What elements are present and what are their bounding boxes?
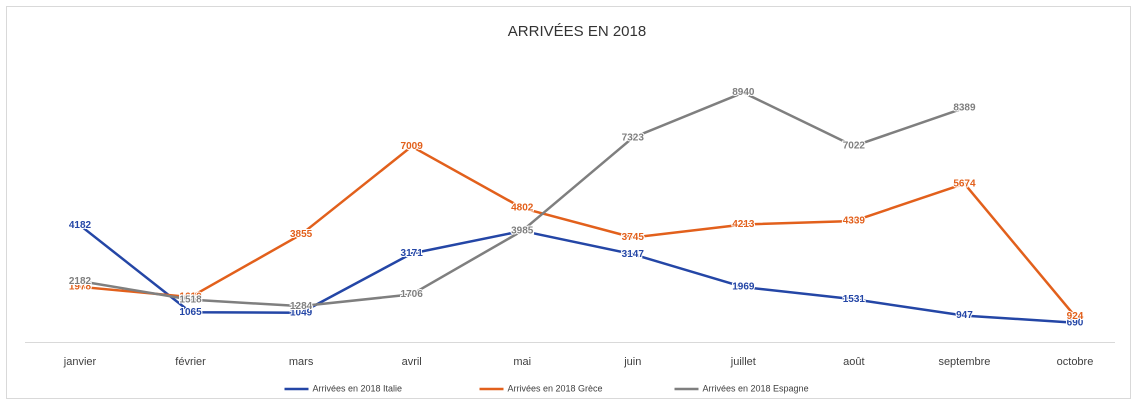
data-label: 1065 [179,307,202,318]
legend-label: Arrivées en 2018 Italie [313,383,403,393]
legend-label: Arrivées en 2018 Grèce [508,383,603,393]
x-tick-label: janvier [63,356,97,368]
chart-frame [6,6,1131,399]
data-label: 3855 [290,229,313,240]
data-label: 3985 [511,225,534,236]
data-label: 1284 [290,301,313,312]
x-tick-label: mai [513,356,531,368]
data-label: 924 [1067,311,1084,322]
data-label: 4213 [732,219,755,230]
series-line [79,145,1076,318]
data-label: 7323 [622,132,645,143]
data-label: 7009 [401,141,424,152]
data-label: 3745 [622,232,645,243]
data-label: 3171 [401,248,424,259]
series-line [79,91,965,308]
data-label: 1706 [401,289,424,300]
data-label: 1518 [179,294,202,305]
data-label: 1978 [69,281,92,292]
data-label: 4802 [511,203,534,214]
data-label: 8940 [732,87,755,98]
data-label: 7022 [843,141,866,152]
data-label: 8389 [953,103,976,114]
x-tick-label: février [175,356,206,368]
data-label: 947 [956,310,973,321]
x-tick-label: septembre [938,356,990,368]
x-tick-label: mars [289,356,314,368]
x-tick-label: avril [402,356,422,368]
x-tick-label: juillet [730,356,756,368]
data-label: 3147 [622,249,645,260]
x-tick-label: juin [623,356,641,368]
x-tick-label: août [843,356,864,368]
data-label: 5674 [953,178,976,189]
chart-title: ARRIVÉES EN 2018 [508,23,646,40]
legend-label: Arrivées en 2018 Espagne [703,383,809,393]
data-label: 1969 [732,282,755,293]
data-label: 690 [1067,317,1084,328]
data-label: 4182 [69,220,92,231]
data-label: 2182 [69,276,92,287]
data-label: 4339 [843,216,866,227]
data-label: 1049 [290,307,313,318]
x-tick-label: octobre [1057,356,1094,368]
series-line [79,224,1076,324]
data-label: 1531 [843,294,866,305]
